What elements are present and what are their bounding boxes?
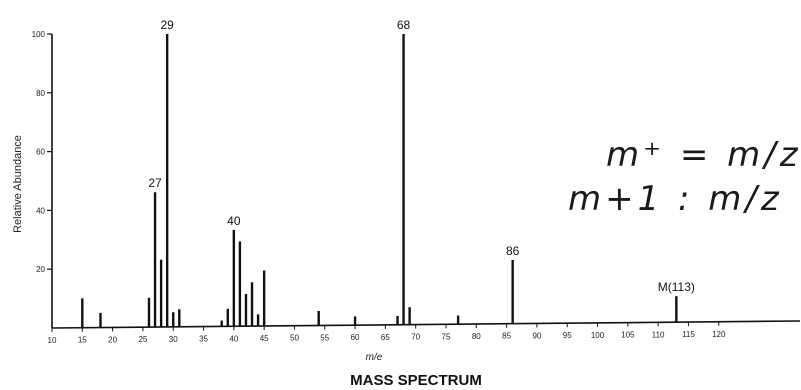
y-tick-label-60: 60 [36,148,45,157]
handwritten-note-line1: m⁺ = m/z = [606,135,801,175]
x-tick-label-90: 90 [532,331,541,340]
chart-title: MASS SPECTRUM [350,372,482,389]
x-tick-label-80: 80 [472,332,481,341]
peak-label-86: 86 [506,244,520,258]
x-tick-label-85: 85 [502,332,511,341]
x-tick-label-35: 35 [199,335,208,344]
x-axis-ticks: 10 15 20 25 30 35 40 45 50 55 60 65 70 75 80 85 90 95 100 1… [48,321,726,345]
y-tick-label-20: 20 [36,265,45,274]
x-tick-label-15: 15 [78,336,87,345]
peak-label-68: 68 [397,18,411,32]
x-tick-label-10: 10 [48,336,57,345]
x-tick-label-110: 110 [652,330,665,339]
x-tick-label-75: 75 [442,332,451,341]
x-tick-label-115: 115 [682,330,695,339]
x-tick-label-120: 120 [712,330,726,339]
peak-label-40: 40 [227,214,241,228]
plot-area [81,34,678,328]
x-tick-label-60: 60 [351,333,360,342]
x-axis-title: m/e [366,352,383,363]
peak-labels: 27 29 40 68 86 M(113) [148,18,695,294]
x-tick-label-70: 70 [411,333,420,342]
x-tick-label-45: 45 [260,334,269,343]
x-tick-label-40: 40 [229,334,238,343]
x-tick-label-100: 100 [591,331,605,340]
x-tick-label-20: 20 [108,335,117,344]
handwritten-note-line2: m+1 : m/z = [568,179,801,219]
peak-label-27: 27 [148,176,162,190]
y-tick-label-80: 80 [36,89,45,98]
y-axis-title: Relative Abundance [12,135,24,233]
x-tick-label-95: 95 [563,331,572,340]
x-tick-label-105: 105 [621,331,635,340]
y-tick-label-40: 40 [36,206,45,215]
x-tick-label-65: 65 [381,333,390,342]
peak-label-29: 29 [160,18,174,32]
y-axis-ticks: 20 40 60 80 100 [32,30,52,274]
x-tick-label-50: 50 [290,334,299,343]
x-tick-label-25: 25 [138,335,147,344]
x-tick-label-30: 30 [169,335,178,344]
x-axis-line [51,320,801,329]
x-tick-label-55: 55 [320,333,329,342]
y-tick-label-100: 100 [32,30,46,39]
peak-label-113: M(113) [658,280,695,294]
